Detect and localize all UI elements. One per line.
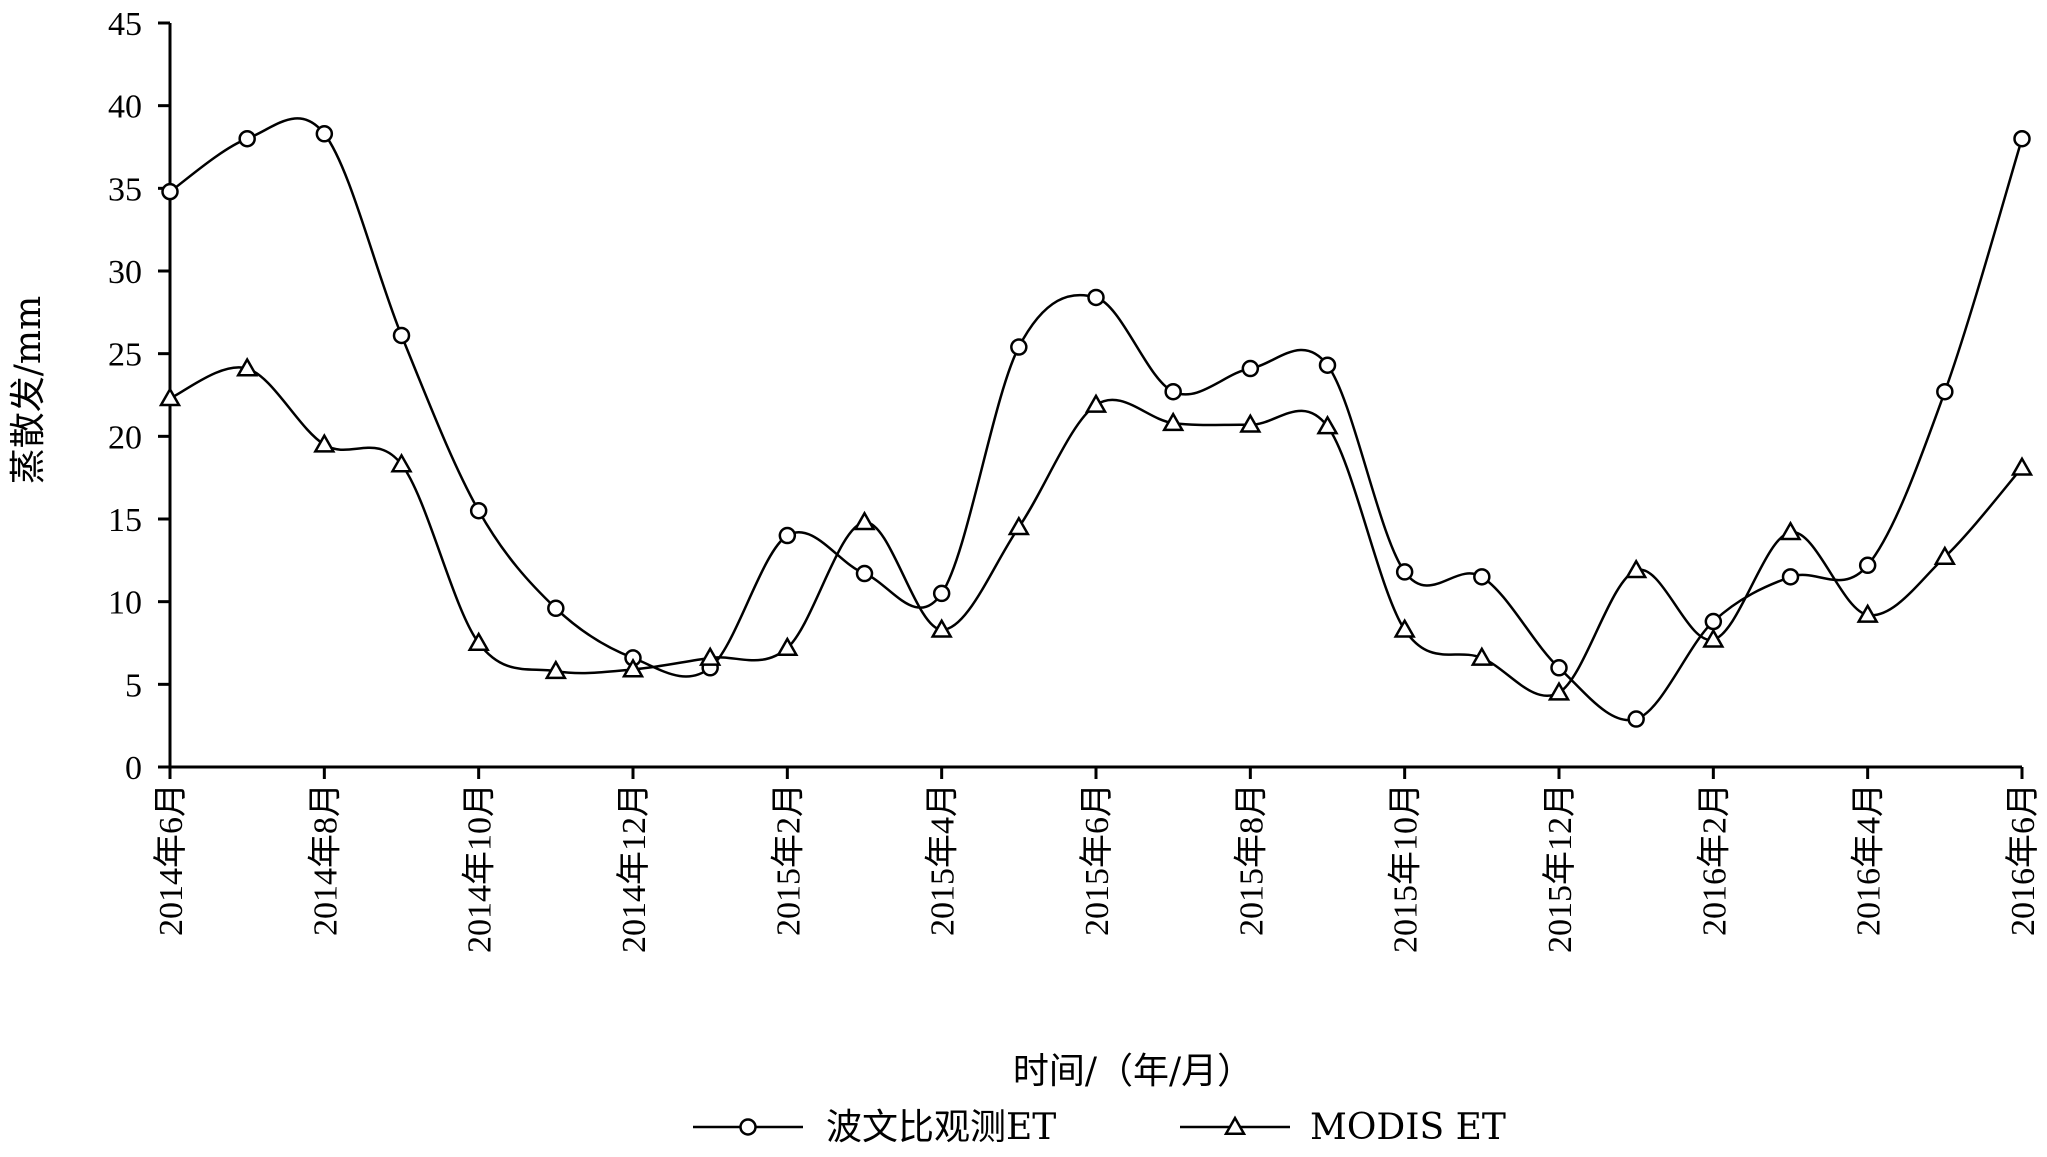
data-point-triangle [1084, 393, 1108, 413]
series-2 [158, 357, 2034, 701]
legend-label: 波文比观测ET [826, 1107, 1056, 1148]
data-point-circle [547, 599, 565, 618]
data-point-circle [1087, 288, 1105, 307]
y-tick-label: 45 [108, 6, 142, 43]
x-tick-label: 2014年6月 [152, 783, 190, 936]
x-tick-label: 2014年12月 [615, 783, 653, 953]
y-tick-label: 20 [108, 419, 142, 456]
legend: 波文比观测ET MODIS ET [693, 1107, 1506, 1148]
data-point-triangle [1162, 411, 1185, 432]
y-tick-label: 30 [108, 254, 142, 291]
data-point-triangle [544, 659, 567, 680]
x-tick-label: 2015年6月 [1078, 783, 1116, 936]
x-tick-label: 2014年8月 [306, 783, 344, 936]
data-point-circle [1627, 710, 1645, 728]
data-point-circle [161, 182, 179, 201]
data-point-triangle [1933, 545, 1956, 566]
data-point-circle [238, 129, 256, 148]
data-point-circle [1858, 556, 1877, 575]
data-point-triangle [1547, 681, 1571, 701]
data-point-triangle [467, 631, 490, 651]
data-point-triangle [621, 657, 645, 678]
data-point-triangle [853, 510, 876, 531]
y-tick-label: 40 [108, 89, 142, 126]
data-point-circle [315, 125, 334, 143]
data-point-triangle [1779, 520, 1802, 541]
data-point-circle [1164, 382, 1182, 401]
data-point-triangle [390, 452, 413, 473]
x-tick-label: 2016年2月 [1695, 783, 1733, 936]
y-axis-title: 蒸散发/mm [8, 296, 49, 484]
y-tick-label: 0 [125, 750, 142, 787]
data-point-circle [932, 584, 951, 603]
series-1 [161, 117, 2031, 728]
x-tick-label: 2015年4月 [924, 783, 962, 936]
data-point-triangle [313, 433, 336, 453]
data-point-circle [1395, 563, 1414, 581]
y-tick-label: 10 [108, 585, 142, 622]
data-point-circle [1473, 568, 1491, 586]
data-point-circle [1704, 612, 1723, 631]
data-point-circle [855, 564, 874, 583]
data-point-triangle [236, 357, 259, 377]
data-point-triangle [1316, 414, 1339, 435]
x-tick-label: 2014年10月 [461, 783, 499, 953]
data-point-circle [2013, 129, 2031, 148]
x-tick-label: 2015年12月 [1541, 783, 1579, 953]
data-point-circle [1010, 338, 1028, 356]
data-point-circle [1318, 356, 1337, 374]
data-point-triangle [1239, 413, 1262, 433]
data-point-circle [778, 526, 797, 545]
legend-circle-marker [739, 1118, 757, 1136]
y-tick-label: 35 [108, 171, 142, 208]
legend-triangle-marker [1223, 1115, 1247, 1135]
data-point-triangle [930, 618, 953, 638]
data-point-triangle [2010, 456, 2034, 476]
data-point-circle [1550, 659, 1568, 677]
x-axis: 2014年6月 2014年8月 2014年10月 2014年12月 2015年2月 201… [152, 765, 2042, 953]
data-point-triangle [776, 636, 799, 656]
y-tick-label: 5 [125, 667, 142, 704]
x-tick-label: 2016年6月 [2004, 783, 2042, 936]
series-line [169, 117, 2024, 722]
data-point-circle [1781, 568, 1800, 586]
data-point-circle [469, 501, 488, 520]
data-point-triangle [1856, 603, 1879, 623]
data-point-triangle [1625, 558, 1648, 579]
data-point-triangle [1007, 515, 1030, 536]
x-tick-label: 2015年2月 [769, 783, 807, 936]
series-line [169, 366, 2023, 698]
data-point-triangle [158, 386, 182, 407]
y-tick-label: 15 [108, 502, 142, 539]
x-tick-label: 2016年4月 [1850, 783, 1888, 936]
data-point-triangle [1393, 618, 1416, 638]
data-point-triangle [699, 646, 722, 666]
legend-label: MODIS ET [1310, 1107, 1506, 1148]
x-tick-label: 2015年8月 [1232, 783, 1270, 936]
legend-entry: 波文比观测ET [693, 1107, 1056, 1148]
data-point-circle [1241, 359, 1260, 378]
data-point-triangle [1470, 646, 1493, 666]
data-point-circle [392, 326, 411, 345]
x-axis-title: 时间/（年/月） [1013, 1051, 1253, 1092]
y-axis: 0 5 10 15 20 25 30 35 40 45 [108, 6, 172, 787]
data-point-triangle [1702, 628, 1725, 648]
series-layer [158, 117, 2034, 728]
y-tick-label: 25 [108, 337, 142, 374]
data-point-circle [1936, 382, 1954, 401]
legend-entry: MODIS ET [1180, 1107, 1506, 1148]
x-tick-label: 2015年10月 [1387, 783, 1425, 953]
